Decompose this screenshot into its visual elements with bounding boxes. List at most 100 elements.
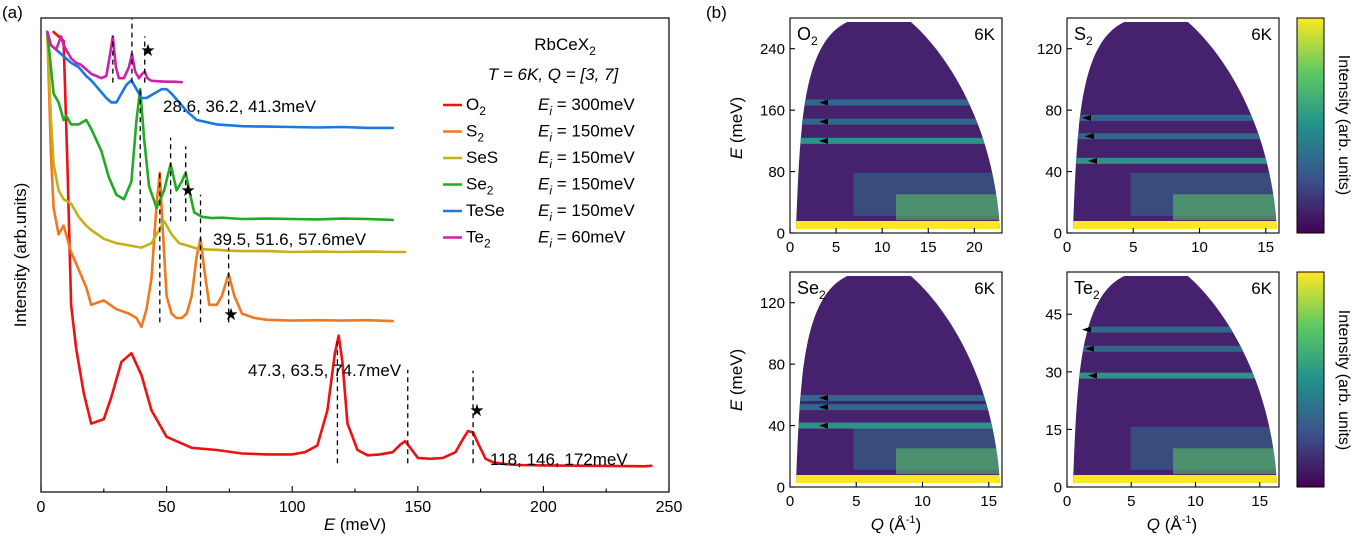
y-tick-label: 0	[777, 480, 785, 497]
series-line-ses	[45, 30, 407, 254]
legend-item-s2: S2 Ei = 150meV	[443, 122, 635, 145]
x-tick-label: 15	[1251, 493, 1268, 510]
legend-ei: Ei = 150meV	[538, 122, 635, 145]
band-arrow-marker	[819, 118, 828, 125]
x-tick-label: 5	[1127, 493, 1135, 510]
y-tick-label: 80	[768, 357, 785, 374]
x-tick-label: 150	[404, 499, 431, 516]
heatmap-region	[796, 22, 1000, 229]
x-tick-label: 20	[966, 239, 983, 256]
y-tick-label: 40	[768, 418, 785, 435]
legend-name: TeSe	[466, 201, 505, 220]
cef-band	[796, 137, 1000, 144]
peak-label-s2: 47.3, 63.5, 74.7meV	[248, 361, 402, 380]
colorbar-top	[1296, 17, 1325, 234]
cef-band	[1073, 157, 1277, 164]
legend-item-te2: Te2 Ei = 60meV	[443, 228, 626, 251]
legend-name: Se2	[466, 175, 494, 198]
legend-name: SeS	[466, 148, 498, 167]
legend-item-se2: Se2 Ei = 150meV	[443, 175, 635, 198]
elastic-line	[796, 475, 1000, 483]
x-tick-label: 5	[832, 239, 840, 256]
heatmap-frame	[789, 271, 1003, 488]
star-marker-se2: ★	[180, 181, 195, 200]
y-tick-label: 0	[1054, 480, 1062, 497]
y-tick-label: 0	[777, 226, 785, 243]
band-arrow-marker	[1082, 326, 1091, 333]
cef-band	[796, 394, 1000, 401]
x-tick-label: 10	[914, 493, 931, 510]
y-tick-label: 120	[1037, 41, 1062, 58]
legend-ei: Ei = 150meV	[538, 201, 635, 224]
heatmap-te2: Te2 6K 0 15 30 45 0 5 10 15	[1045, 271, 1280, 510]
peak-label-o2: 118, 146, 172meV	[490, 450, 628, 469]
band-arrow-marker	[819, 137, 828, 144]
x-tick-label: 50	[158, 499, 176, 516]
band-arrow-marker	[819, 422, 828, 429]
legend-name: O2	[466, 95, 486, 118]
x-tick-label: 10	[874, 239, 891, 256]
cef-band	[1073, 345, 1277, 352]
cef-band	[796, 118, 1000, 125]
peak-label-te2: 28.6, 36.2, 41.3meV	[163, 97, 317, 116]
y-tick-label: 40	[1045, 164, 1062, 181]
heatmap-compound-label: O2	[797, 24, 818, 48]
y-tick-label: 45	[1045, 307, 1062, 324]
series-line-te2	[45, 30, 183, 84]
legend-item-ses: SeS Ei = 150meV	[443, 148, 635, 171]
legend-ei: Ei = 150meV	[538, 148, 635, 171]
band-arrow-marker	[819, 99, 828, 106]
map-xlabel-right: Q (Å-1)	[1147, 514, 1197, 534]
map-ylabel-top: E (meV)	[727, 97, 746, 159]
y-tick-label: 80	[768, 164, 785, 181]
map-ylabel-bottom: E (meV)	[727, 349, 746, 411]
heatmap-compound-label: Te2	[1074, 278, 1100, 302]
x-tick-label: 15	[980, 493, 997, 510]
x-tick-label: 0	[1063, 493, 1071, 510]
colorbar-bottom-label: Intensity (arb. units)	[1335, 310, 1352, 451]
panel-a-title-line2: T = 6K, Q = [3, 7]	[488, 65, 620, 84]
x-tick-label: 100	[279, 499, 306, 516]
y-tick-label: 160	[760, 103, 785, 120]
band-arrow-marker	[1088, 157, 1097, 164]
map-xlabel-left: Q (Å-1)	[871, 514, 921, 534]
heatmap-temperature: 6K	[974, 279, 995, 298]
series-line-se2	[45, 30, 395, 222]
panel-b-label: (b)	[706, 3, 727, 22]
x-tick-label: 15	[1257, 239, 1274, 256]
x-tick-label: 5	[1129, 239, 1137, 256]
x-tick-label: 0	[1063, 239, 1071, 256]
legend-name: Te2	[466, 228, 491, 251]
elastic-line	[1073, 475, 1277, 483]
x-tick-label: 15	[920, 239, 937, 256]
x-tick-label: 5	[852, 493, 860, 510]
heatmap-region	[1073, 22, 1277, 229]
heatmap-o2: O2 6K 0 80 160 240 0 5 10 15 20	[760, 17, 1003, 256]
heatmap-compound-label: S2	[1074, 24, 1093, 48]
star-marker-o2: ★	[469, 401, 484, 420]
cef-band	[796, 404, 1000, 411]
x-tick-label: 10	[1187, 493, 1204, 510]
star-marker-te2: ★	[140, 41, 155, 60]
band-arrow-marker	[1085, 345, 1094, 352]
series-line-o2	[52, 30, 653, 468]
band-arrow-marker	[1088, 372, 1097, 379]
heatmap-frame	[789, 17, 1003, 234]
y-tick-label: 30	[1045, 364, 1062, 381]
cef-band	[1073, 114, 1277, 121]
band-arrow-marker	[819, 394, 828, 401]
colorbar-bottom	[1296, 271, 1325, 488]
band-arrow-marker	[819, 404, 828, 411]
heatmap-region	[1073, 276, 1277, 483]
legend-item-o2: O2 Ei = 300meV	[443, 95, 635, 118]
y-tick-label: 240	[760, 41, 785, 58]
cef-band	[796, 99, 1000, 106]
y-tick-label: 120	[760, 295, 785, 312]
cef-band	[1073, 326, 1277, 333]
heatmap-se2: Se2 6K 0 40 80 120 0 5 10 15	[760, 271, 1003, 510]
star-marker-s2: ★	[223, 305, 238, 324]
legend-item-tese: TeSe Ei = 150meV	[443, 201, 635, 224]
heatmap-region	[796, 276, 1000, 483]
y-tick-label: 0	[1054, 226, 1062, 243]
